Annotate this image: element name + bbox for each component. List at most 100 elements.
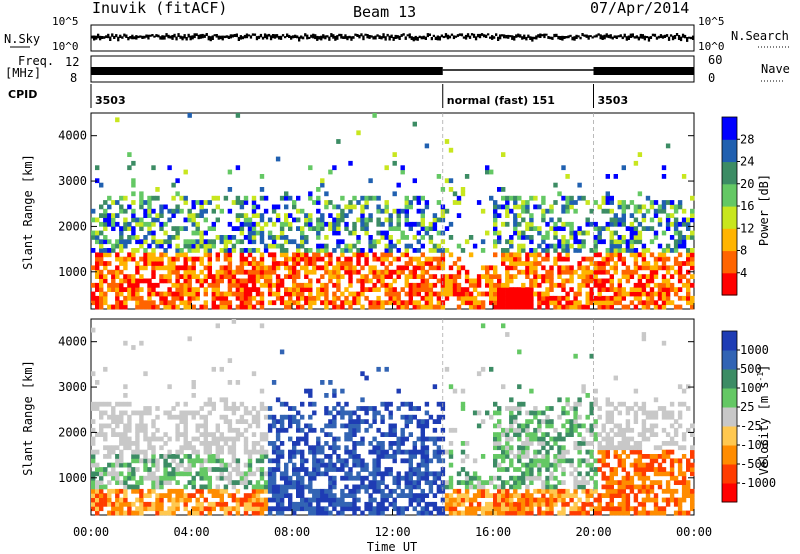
range-cell: [179, 449, 184, 455]
range-cell: [497, 475, 502, 481]
range-cell: [95, 295, 100, 301]
range-cell: [404, 506, 409, 512]
range-cell: [420, 471, 425, 477]
range-cell: [223, 397, 229, 403]
noise-sample: [123, 33, 126, 37]
range-cell: [589, 269, 594, 275]
range-cell: [621, 165, 626, 171]
range-cell: [565, 200, 570, 205]
range-cell: [356, 269, 361, 275]
range-cell: [605, 419, 610, 424]
noise-sample: [539, 33, 542, 38]
range-cell: [505, 269, 510, 275]
range-cell: [263, 274, 269, 279]
range-cell: [127, 274, 132, 279]
range-cell: [485, 510, 490, 516]
range-cell: [239, 295, 245, 301]
range-cell: [332, 484, 337, 490]
range-cell: [139, 475, 144, 481]
range-cell: [396, 471, 401, 477]
range-cell: [416, 436, 421, 442]
range-cell: [641, 265, 647, 271]
noise-sample: [125, 34, 128, 38]
range-cell: [657, 506, 663, 512]
range-cell: [227, 423, 233, 429]
range-cell: [131, 410, 136, 416]
range-cell: [131, 160, 136, 166]
range-cell: [593, 248, 598, 253]
range-cell: [501, 497, 506, 503]
range-cell: [284, 256, 289, 262]
range-cell: [320, 445, 325, 451]
range-cell: [107, 269, 112, 275]
range-cell: [155, 501, 160, 507]
range-cell: [621, 493, 626, 498]
range-cell: [609, 200, 614, 205]
range-cell: [372, 287, 377, 292]
range-cell: [275, 265, 281, 271]
range-cell: [219, 449, 224, 455]
range-cell: [99, 204, 104, 210]
range-cell: [352, 427, 357, 433]
range-cell: [336, 401, 341, 407]
range-cell: [677, 274, 683, 279]
range-cell: [103, 208, 108, 214]
range-cell: [609, 256, 614, 262]
noise-sample: [115, 34, 118, 38]
range-cell: [271, 419, 277, 424]
range-cell: [368, 278, 373, 284]
range-cell: [111, 200, 116, 205]
range-cell: [312, 401, 317, 407]
range-cell: [356, 506, 361, 512]
range-cell: [332, 248, 337, 253]
range-cell: [677, 287, 683, 292]
range-cell: [372, 113, 377, 118]
range-cell: [505, 200, 510, 205]
range-cell: [569, 226, 574, 231]
freq-panel: Freq. [MHz] 12 8 60 0 Nave: [5, 53, 790, 85]
range-cell: [348, 304, 353, 310]
range-cell: [195, 291, 200, 297]
range-cell: [380, 419, 385, 424]
noise-sample: [113, 35, 116, 39]
range-cell: [581, 265, 586, 271]
xtick-label: 16:00: [475, 525, 511, 539]
noise-sample: [107, 33, 110, 39]
range-cell: [420, 436, 425, 442]
range-cell: [239, 287, 245, 292]
range-cell: [304, 248, 309, 253]
range-cell: [456, 282, 462, 288]
noise-sample: [290, 35, 293, 40]
range-cell: [139, 295, 144, 301]
range-cell: [163, 475, 168, 481]
range-cell: [288, 274, 293, 279]
range-cell: [653, 269, 659, 275]
range-cell: [211, 195, 216, 201]
range-cell: [271, 475, 277, 481]
range-cell: [171, 497, 176, 503]
range-cell: [187, 445, 192, 451]
range-cell: [529, 300, 534, 306]
range-cell: [312, 300, 317, 306]
range-cell: [296, 449, 301, 455]
range-cell: [589, 261, 594, 266]
range-cell: [368, 501, 373, 507]
range-cell: [420, 226, 425, 231]
range-cell: [360, 467, 365, 472]
range-cell: [348, 269, 353, 275]
range-cell: [135, 427, 140, 433]
range-cell: [115, 213, 120, 218]
range-cell: [247, 410, 253, 416]
range-cell: [585, 501, 590, 507]
range-cell: [344, 445, 349, 451]
range-cell: [633, 235, 639, 240]
range-cell: [320, 488, 325, 494]
noise-sample: [480, 33, 484, 36]
range-cell: [448, 265, 454, 271]
range-cell: [223, 462, 229, 468]
range-cell: [686, 256, 691, 262]
range-cell: [187, 467, 192, 472]
range-cell: [665, 265, 671, 271]
range-cell: [408, 204, 413, 210]
range-cell: [183, 427, 188, 433]
